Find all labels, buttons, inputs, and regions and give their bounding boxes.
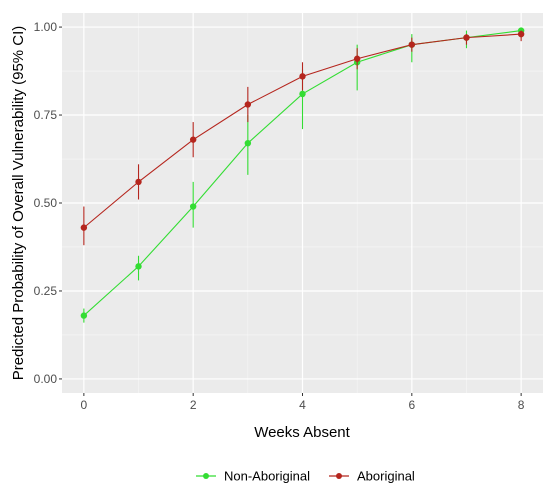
y-axis-ticks: 0.00 0.25 0.50 0.75 1.00 [34,20,62,386]
data-point-non-aboriginal [80,312,88,319]
legend-key-point [203,473,209,479]
x-tick-label: 0 [81,398,88,412]
data-point-aboriginal [517,30,525,38]
legend-key-point [336,473,342,479]
x-axis-ticks: 0 2 4 6 8 [81,393,525,412]
data-point-aboriginal [353,55,361,62]
y-axis-title: Predicted Probability of Overall Vulnera… [10,26,27,381]
legend-label: Aboriginal [357,469,415,484]
y-tick-label: 0.00 [34,372,58,386]
data-point-aboriginal [189,136,197,143]
legend-label: Non-Aboriginal [224,469,310,484]
series-layer [80,27,525,323]
x-tick-label: 8 [518,398,525,412]
x-tick-label: 2 [190,398,197,412]
data-point-non-aboriginal [135,263,142,270]
y-tick-label: 0.50 [34,196,58,210]
data-point-non-aboriginal [299,90,306,98]
y-tick-label: 0.25 [34,284,58,298]
x-tick-label: 4 [299,398,306,412]
y-tick-label: 1.00 [34,20,58,34]
data-point-aboriginal [299,73,306,80]
data-point-aboriginal [463,34,470,41]
x-axis-title: Weeks Absent [254,424,350,441]
data-point-aboriginal [408,41,416,48]
series-aboriginal [80,30,525,246]
data-point-non-aboriginal [244,139,252,147]
data-point-aboriginal [244,101,252,108]
x-tick-label: 6 [408,398,415,412]
legend-item-non-aboriginal: Non-Aboriginal [196,469,310,484]
y-tick-label: 0.75 [34,108,58,122]
legend-item-aboriginal: Aboriginal [329,469,415,484]
data-point-aboriginal [135,178,142,186]
legend: Non-Aboriginal Aboriginal [196,469,415,484]
data-point-non-aboriginal [189,203,197,210]
data-point-aboriginal [80,224,88,231]
